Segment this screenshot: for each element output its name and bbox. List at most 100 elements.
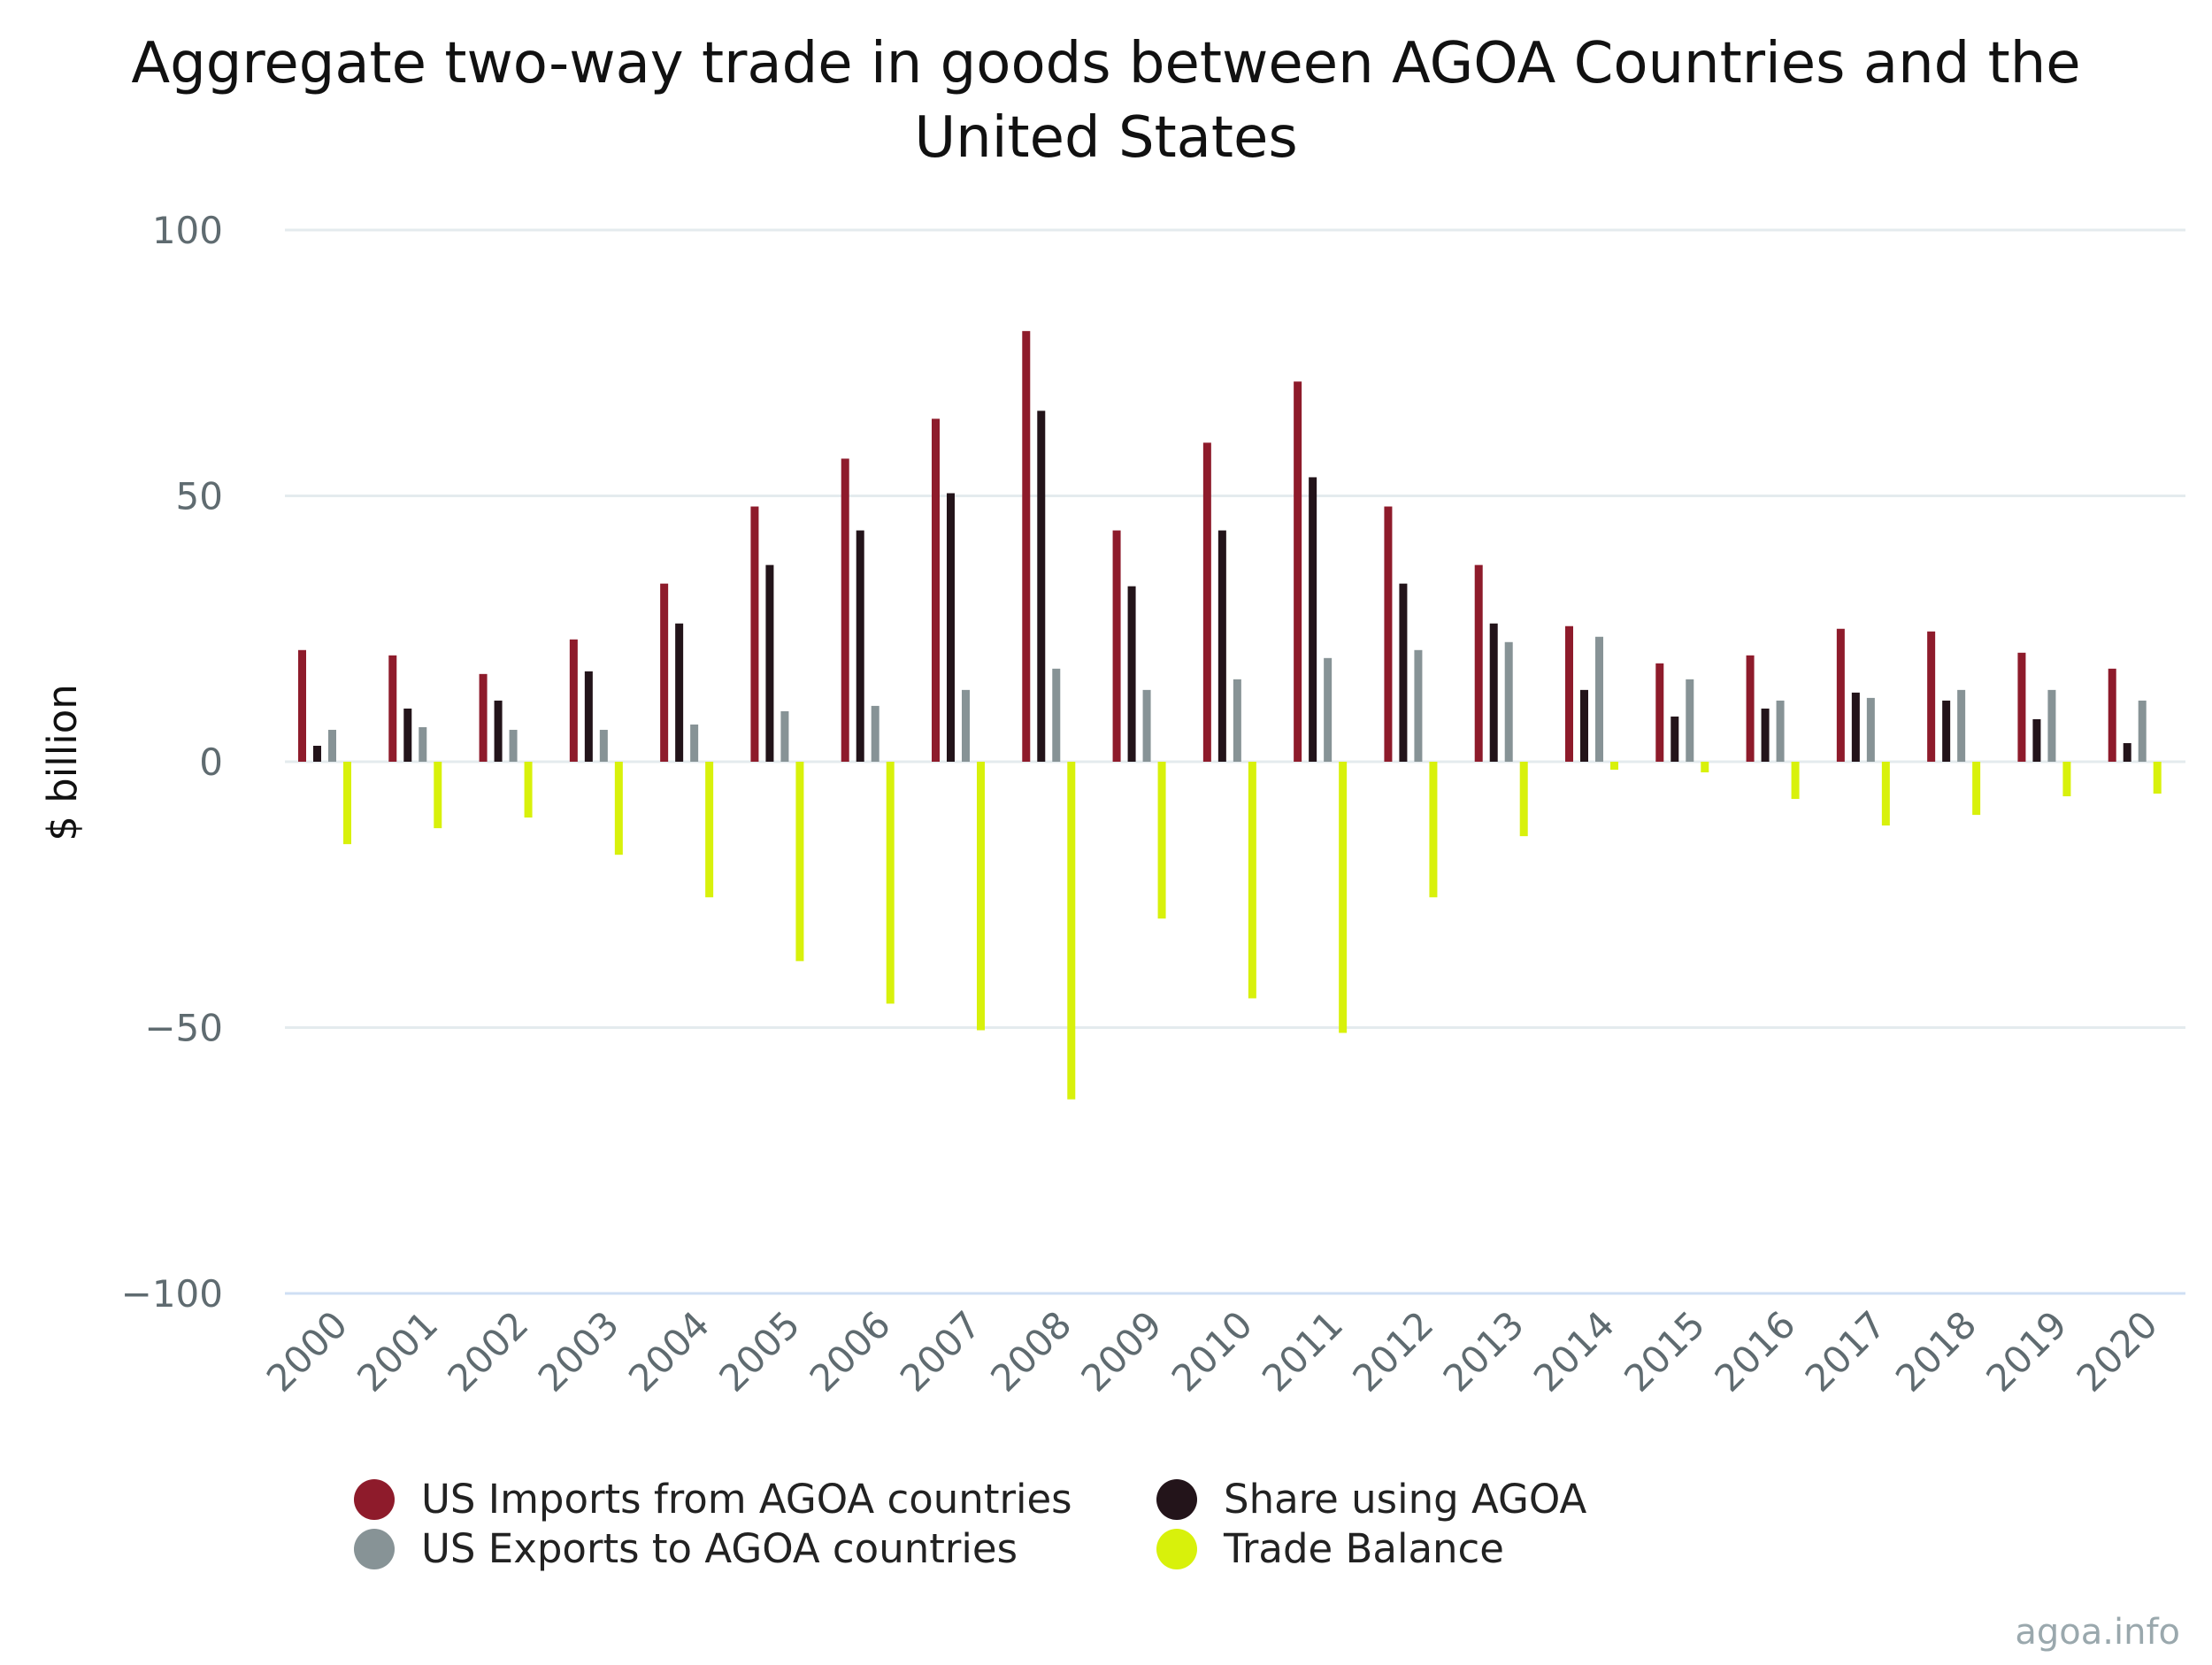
x-tick-label: 2020: [2069, 1302, 2166, 1400]
bar: [1067, 762, 1076, 1100]
bar: [856, 530, 864, 762]
bar: [1957, 689, 1966, 762]
bar: [886, 762, 895, 1004]
x-tick-label: 2012: [1344, 1302, 1441, 1400]
x-tick-label: 2013: [1435, 1302, 1532, 1400]
bar: [419, 726, 427, 762]
x-tick-label: 2018: [1887, 1302, 1985, 1400]
bar: [1294, 381, 1302, 762]
bar: [1217, 530, 1226, 762]
x-tick-label: 2006: [802, 1302, 899, 1400]
legend-marker: [354, 1478, 395, 1520]
bar: [1686, 679, 1694, 762]
bar: [1384, 506, 1393, 762]
legend-item[interactable]: Trade Balance: [1156, 1525, 1504, 1572]
bar: [750, 506, 759, 762]
bar: [2108, 668, 2116, 762]
bar: [1851, 692, 1860, 762]
bar: [1866, 697, 1875, 762]
bar: [1142, 689, 1151, 762]
bar: [434, 762, 442, 829]
legend-item[interactable]: US Exports to AGOA countries: [354, 1525, 1018, 1572]
bar: [1127, 586, 1136, 762]
bar: [1157, 762, 1166, 919]
legend-marker: [354, 1528, 395, 1569]
x-tick-label: 2000: [258, 1302, 356, 1400]
bar: [871, 705, 879, 762]
bar: [1927, 631, 1936, 762]
bar: [1519, 762, 1528, 837]
x-tick-label: 2008: [982, 1302, 1079, 1400]
bar: [509, 729, 518, 762]
bar: [1655, 663, 1664, 762]
x-tick-label: 2007: [892, 1302, 989, 1400]
bar: [1701, 762, 1709, 773]
bar: [780, 710, 789, 762]
bars: [298, 331, 2162, 1100]
bar: [1942, 700, 1951, 762]
y-tick-label: −50: [144, 1007, 223, 1050]
bar: [1339, 762, 1348, 1033]
chart-title-line-2: United States: [914, 105, 1298, 171]
bar: [2062, 762, 2071, 797]
bar: [932, 418, 940, 762]
bar: [947, 493, 955, 762]
source-credit: agoa.info: [2015, 1612, 2180, 1653]
bar: [1761, 708, 1770, 762]
legend-item[interactable]: US Imports from AGOA countries: [354, 1476, 1072, 1523]
legend-label: US Exports to AGOA countries: [421, 1525, 1018, 1572]
chart-title: Aggregate two-way trade in goods between…: [0, 27, 2212, 175]
legend-item[interactable]: Share using AGOA: [1156, 1476, 1586, 1523]
legend-marker: [1156, 1528, 1197, 1569]
x-tick-label: 2014: [1525, 1302, 1623, 1400]
bar: [705, 762, 714, 898]
bar: [569, 639, 578, 762]
bar: [1037, 410, 1046, 762]
x-tick-label: 2005: [710, 1302, 808, 1400]
bar: [479, 673, 488, 762]
x-tick-label: 2011: [1254, 1302, 1351, 1400]
y-tick-label: 100: [152, 209, 223, 252]
bar: [298, 649, 306, 762]
bar: [962, 689, 970, 762]
legend-marker: [1156, 1478, 1197, 1520]
bar: [2032, 718, 2041, 762]
x-tick-label: 2010: [1164, 1302, 1261, 1400]
bar: [1580, 689, 1588, 762]
x-tick-label: 2002: [439, 1302, 536, 1400]
bar: [584, 671, 593, 762]
bar: [795, 762, 804, 962]
x-tick-label: 2016: [1706, 1302, 1803, 1400]
y-tick-label: 50: [176, 475, 223, 518]
x-tick-label: 2003: [530, 1302, 627, 1400]
bar: [1248, 762, 1256, 999]
bar: [313, 745, 321, 762]
bar: [403, 708, 412, 762]
bar: [690, 724, 699, 762]
bar: [1022, 331, 1031, 762]
bar: [1504, 641, 1513, 762]
bar: [599, 729, 608, 762]
x-tick-label: 2001: [349, 1302, 446, 1400]
x-tick-label: 2004: [620, 1302, 718, 1400]
bar: [1595, 636, 1603, 762]
legend-label: US Imports from AGOA countries: [421, 1476, 1072, 1523]
bar: [2123, 742, 2131, 762]
bar: [1610, 762, 1618, 771]
chart-title-line-1: Aggregate two-way trade in goods between…: [131, 31, 2081, 96]
bar: [1309, 477, 1317, 762]
bar: [1776, 700, 1785, 762]
bar: [2047, 689, 2056, 762]
bar: [1233, 679, 1241, 762]
bar: [841, 458, 849, 762]
bar: [1836, 628, 1845, 762]
bar: [1112, 530, 1121, 762]
x-axis-ticks: 2000200120022003200420052006200720082009…: [258, 1302, 2166, 1400]
bar: [1324, 657, 1333, 762]
bar: [1474, 564, 1483, 762]
bar: [977, 762, 985, 1031]
bar: [660, 583, 669, 762]
y-axis-label: $ billion: [39, 684, 86, 841]
x-tick-label: 2017: [1797, 1302, 1894, 1400]
